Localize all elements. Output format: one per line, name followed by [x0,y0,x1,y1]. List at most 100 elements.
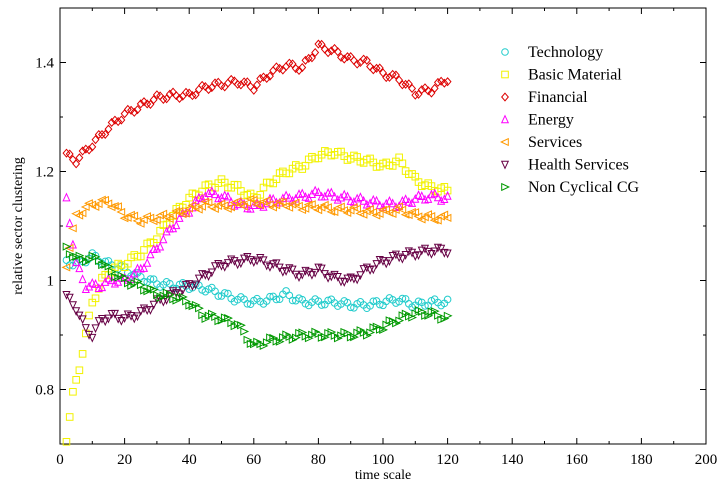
data-point [382,72,391,83]
data-point [77,209,87,218]
data-point [195,304,204,313]
data-point [146,275,155,283]
data-point [162,226,171,236]
data-point [365,205,374,214]
data-point [104,273,113,283]
data-point [133,105,142,115]
data-point [317,39,326,49]
data-point [426,212,436,221]
data-point [158,209,168,218]
data-point [433,192,442,202]
data-point [117,115,126,125]
data-point [443,311,453,320]
data-point [336,202,345,211]
data-point [120,109,129,119]
data-point [62,192,71,202]
data-point [271,201,281,210]
data-point [259,72,268,82]
data-point [265,71,274,81]
data-point [197,202,206,211]
data-point [145,213,155,222]
data-point [101,129,110,139]
data-point [398,294,407,303]
legend-label: Technology [528,44,603,61]
data-point [91,294,100,303]
data-point [291,270,300,280]
data-point [253,80,261,90]
data-point [385,257,394,266]
data-point [204,188,213,197]
data-point [136,307,145,316]
data-point [130,314,139,324]
data-point [194,274,203,284]
data-point [191,90,200,100]
data-point [314,39,323,49]
data-point [149,285,159,294]
data-point [372,63,381,73]
data-point [282,267,291,276]
data-point [62,437,71,446]
data-point [171,206,181,216]
data-point [381,205,391,214]
data-point [414,297,423,306]
y-tick-label: 1 [47,274,55,290]
data-point [207,268,216,278]
legend-label: Non Cyclical CG [528,179,640,196]
data-point [126,312,136,321]
data-point [387,209,397,218]
data-point [85,145,94,155]
data-point [329,207,339,217]
data-point [203,198,213,207]
data-point [378,205,387,214]
data-point [378,257,388,266]
data-point [358,210,368,219]
data-point [443,186,452,195]
data-point [72,307,81,316]
data-point [210,189,220,199]
data-point [311,185,320,195]
series-non-cyclical-cg [62,242,453,350]
data-point [314,187,323,197]
x-tick-label: 200 [695,452,718,468]
series-layer [61,39,453,446]
data-point [401,79,410,89]
data-point [252,200,261,209]
data-point [107,267,117,276]
data-point [232,197,242,206]
data-point [159,94,168,104]
data-point [75,263,84,273]
data-point [84,330,94,340]
data-point [317,264,326,274]
data-point [164,214,174,223]
data-point [353,59,362,69]
legend-label: Basic Material [528,67,622,84]
data-point [394,202,403,211]
data-point [395,75,404,85]
data-point [175,213,184,222]
data-point [333,272,342,282]
data-point [72,159,81,169]
data-point [143,99,152,109]
data-point [126,210,135,219]
data-point [385,72,394,82]
data-point [62,291,71,300]
data-point [165,89,174,99]
x-tick-label: 0 [56,452,64,468]
data-point [113,202,122,211]
data-point [103,199,113,208]
data-point [421,302,429,310]
legend-marker [500,160,510,170]
data-point [97,314,107,324]
data-point [214,259,223,269]
data-point [97,195,106,204]
legend-marker [500,114,510,124]
data-point [114,116,123,127]
data-point [343,52,352,62]
data-point [359,195,368,205]
data-point [307,53,316,63]
data-point [346,303,355,312]
data-point [369,65,378,75]
data-point [156,241,165,251]
data-point [101,317,110,327]
data-point [400,210,410,219]
